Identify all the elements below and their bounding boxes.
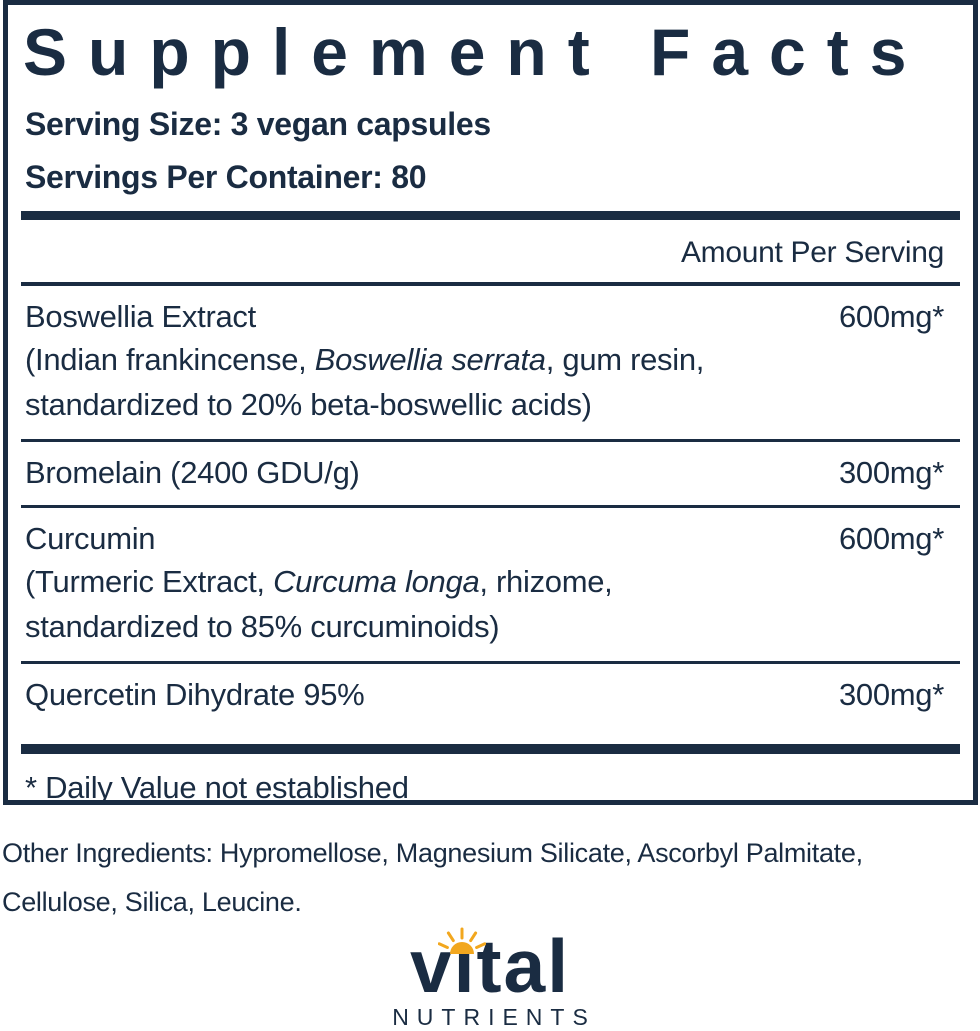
divider-thick-bottom <box>21 744 960 755</box>
serving-size: Serving Size: 3 vegan capsules <box>25 106 491 142</box>
ingredient-rows: Boswellia Extract 600mg* (Indian frankince… <box>21 286 960 727</box>
ingredient-amount: 300mg* <box>838 455 944 491</box>
other-ingredients-text: Other Ingredients: Hypromellose, Magnesi… <box>2 838 863 917</box>
supplement-facts-panel: Supplement Facts Serving Size: 3 vegan c… <box>3 0 978 805</box>
ingredient-amount: 600mg* <box>838 299 944 335</box>
ingredient-row-4: Quercetin Dihydrate 95% 300mg* <box>21 664 960 727</box>
ingredient-detail-line: (Turmeric Extract, Curcuma longa, rhizom… <box>25 564 613 600</box>
ingredient-amount: 600mg* <box>838 521 944 557</box>
ingredient-row-1: Boswellia Extract 600mg* (Indian frankince… <box>21 286 960 443</box>
below-panel-area: Other Ingredients: Hypromellose, Magnesi… <box>0 805 980 1031</box>
ingredient-name: Boswellia Extract <box>25 299 256 335</box>
divider-under-header <box>21 282 960 287</box>
ingredient-name: Quercetin Dihydrate 95% <box>25 677 365 713</box>
ingredient-amount: 300mg* <box>838 677 944 713</box>
panel-title: Supplement Facts <box>23 15 928 89</box>
daily-value-footnote: * Daily Value not established <box>25 770 409 805</box>
servings-per-container: Servings Per Container: 80 <box>25 159 427 196</box>
ingredient-detail-line: standardized to 20% beta-boswellic acids… <box>25 387 592 423</box>
ingredient-detail-line: standardized to 85% curcuminoids) <box>25 609 500 645</box>
ingredient-detail-line: (Indian frankincense, Boswellia serrata,… <box>25 342 705 378</box>
ingredient-name: Curcumin <box>25 521 156 557</box>
divider-thick-top <box>21 211 960 221</box>
amount-per-serving-header: Amount Per Serving <box>680 236 944 270</box>
vital-nutrients-logo: vıtal NUTRIENTS <box>0 927 980 1031</box>
ingredient-row-3: Curcumin 600mg* (Turmeric Extract, Curcuma… <box>21 508 960 665</box>
sun-icon <box>437 927 486 954</box>
ingredient-name: Bromelain (2400 GDU/g) <box>25 455 360 491</box>
logo-wordmark: vıtal <box>409 924 571 1008</box>
ingredient-row-2: Bromelain (2400 GDU/g) 300mg* <box>21 442 960 509</box>
